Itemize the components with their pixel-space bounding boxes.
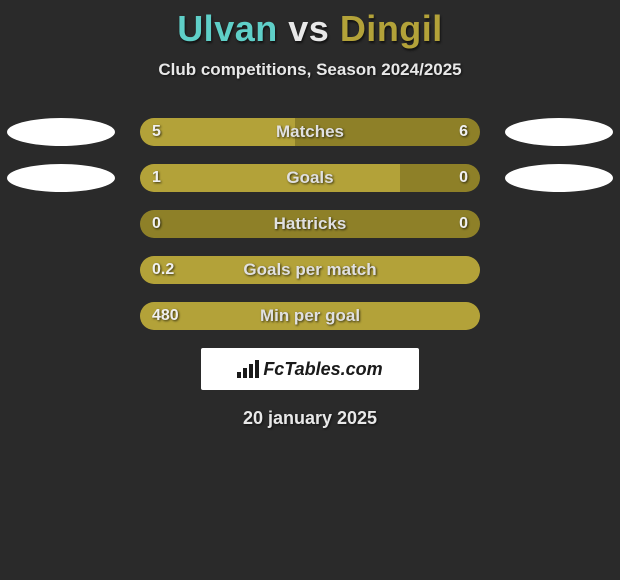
logo-text: FcTables.com xyxy=(263,359,382,380)
stat-right-value: 6 xyxy=(459,118,468,146)
stat-bar-fill xyxy=(140,302,480,330)
vs-separator: vs xyxy=(288,8,329,49)
logo-box: FcTables.com xyxy=(201,348,419,390)
comparison-title: Ulvan vs Dingil xyxy=(0,0,620,50)
stat-left-value: 0 xyxy=(152,210,161,238)
stat-bar-track: 56Matches xyxy=(140,118,480,146)
stat-row: 480Min per goal xyxy=(0,302,620,330)
stat-left-value: 0.2 xyxy=(152,256,174,284)
stat-left-value: 480 xyxy=(152,302,179,330)
logo: FcTables.com xyxy=(237,359,382,380)
player1-ellipse xyxy=(7,118,115,146)
stat-bar-track: 480Min per goal xyxy=(140,302,480,330)
player2-name: Dingil xyxy=(340,8,443,49)
player2-ellipse xyxy=(505,164,613,192)
stat-left-value: 1 xyxy=(152,164,161,192)
stat-bar-fill xyxy=(140,164,400,192)
bar-chart-icon xyxy=(237,360,259,378)
stat-bar-track: 10Goals xyxy=(140,164,480,192)
player2-ellipse xyxy=(505,118,613,146)
stat-left-value: 5 xyxy=(152,118,161,146)
subtitle: Club competitions, Season 2024/2025 xyxy=(0,60,620,80)
stat-row: 56Matches xyxy=(0,118,620,146)
stat-label: Hattricks xyxy=(140,210,480,238)
stat-row: 10Goals xyxy=(0,164,620,192)
player1-ellipse xyxy=(7,164,115,192)
stat-bar-fill xyxy=(140,256,480,284)
stat-rows-container: 56Matches10Goals00Hattricks0.2Goals per … xyxy=(0,118,620,330)
stat-row: 0.2Goals per match xyxy=(0,256,620,284)
stat-row: 0 0Hattricks xyxy=(0,210,620,238)
stat-bar-track: 0 0Hattricks xyxy=(140,210,480,238)
stat-right-value: 0 xyxy=(459,164,468,192)
stat-bar-fill xyxy=(140,118,295,146)
date-label: 20 january 2025 xyxy=(0,408,620,429)
player1-name: Ulvan xyxy=(177,8,278,49)
stat-right-value: 0 xyxy=(459,210,468,238)
stat-bar-track: 0.2Goals per match xyxy=(140,256,480,284)
